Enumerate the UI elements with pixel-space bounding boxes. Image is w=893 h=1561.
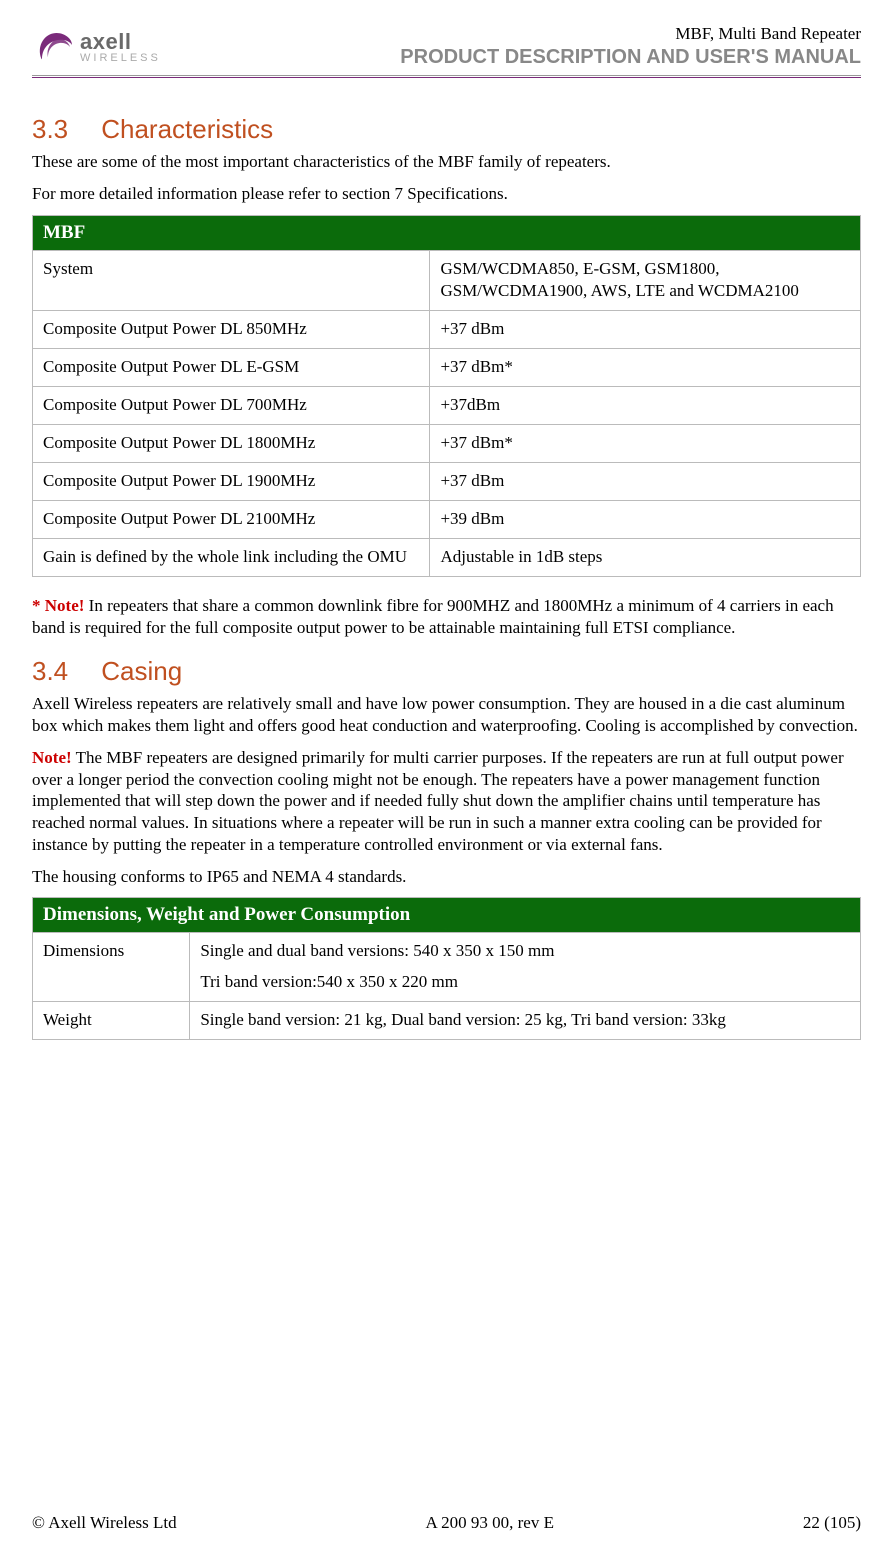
header-rule [32,77,861,78]
page-header: axell WIRELESS MBF, Multi Band Repeater … [32,24,861,76]
table-row: Dimensions Single and dual band versions… [33,933,861,1002]
cell-value: +37 dBm [430,311,861,349]
footer-right: 22 (105) [803,1513,861,1533]
cell-label: Composite Output Power DL 700MHz [33,387,430,425]
page-footer: © Axell Wireless Ltd A 200 93 00, rev E … [32,1513,861,1533]
cell-value: Single band version: 21 kg, Dual band ve… [190,1002,861,1040]
footer-center: A 200 93 00, rev E [426,1513,554,1533]
table-row: Gain is defined by the whole link includ… [33,539,861,577]
page-container: axell WIRELESS MBF, Multi Band Repeater … [0,0,893,1561]
cell-value: Single and dual band versions: 540 x 350… [190,933,861,1002]
table-row: Weight Single band version: 21 kg, Dual … [33,1002,861,1040]
cell-line: Single and dual band versions: 540 x 350… [200,940,850,963]
logo-main-text: axell [80,31,161,53]
cell-line: Tri band version:540 x 350 x 220 mm [200,971,850,994]
section-33-intro2: For more detailed information please ref… [32,183,861,205]
section-34-para3: The housing conforms to IP65 and NEMA 4 … [32,866,861,888]
logo-sub-text: WIRELESS [80,53,161,64]
logo-text: axell WIRELESS [80,31,161,64]
note-prefix: * Note! [32,596,84,615]
cell-label: Composite Output Power DL 850MHz [33,311,430,349]
cell-value: GSM/WCDMA850, E-GSM, GSM1800, GSM/WCDMA1… [430,250,861,311]
section-33-heading: 3.3 Characteristics [32,114,861,145]
cell-label: Weight [33,1002,190,1040]
cell-value: +37dBm [430,387,861,425]
section-34-heading: 3.4 Casing [32,656,861,687]
cell-label: System [33,250,430,311]
section-34-para1: Axell Wireless repeaters are relatively … [32,693,861,737]
table-row: Composite Output Power DL 850MHz+37 dBm [33,311,861,349]
cell-label: Composite Output Power DL 2100MHz [33,501,430,539]
table-header-row: MBF [33,215,861,250]
note-text: In repeaters that share a common downlin… [32,596,834,637]
table-row: Composite Output Power DL 700MHz+37dBm [33,387,861,425]
dimensions-table: Dimensions, Weight and Power Consumption… [32,897,861,1040]
cell-label: Composite Output Power DL E-GSM [33,349,430,387]
table-row: SystemGSM/WCDMA850, E-GSM, GSM1800, GSM/… [33,250,861,311]
table-row: Composite Output Power DL 1800MHz+37 dBm… [33,425,861,463]
note-text: The MBF repeaters are designed primarily… [32,748,844,854]
table-row: Composite Output Power DL 2100MHz+39 dBm [33,501,861,539]
axell-swirl-icon [32,25,76,69]
doc-title: MBF, Multi Band Repeater [400,24,861,44]
cell-value: +39 dBm [430,501,861,539]
section-33-note: * Note! In repeaters that share a common… [32,595,861,639]
section-33-title: Characteristics [101,114,273,144]
cell-label: Gain is defined by the whole link includ… [33,539,430,577]
section-34-title: Casing [101,656,182,686]
note-prefix: Note! [32,748,72,767]
section-33-num: 3.3 [32,114,94,145]
section-34-note: Note! The MBF repeaters are designed pri… [32,747,861,856]
cell-label: Composite Output Power DL 1800MHz [33,425,430,463]
dim-table-header: Dimensions, Weight and Power Consumption [33,898,861,933]
doc-subtitle: PRODUCT DESCRIPTION AND USER'S MANUAL [400,46,861,69]
mbf-table-header: MBF [33,215,861,250]
table-row: Composite Output Power DL E-GSM+37 dBm* [33,349,861,387]
cell-label: Dimensions [33,933,190,1002]
cell-value: +37 dBm* [430,425,861,463]
header-right: MBF, Multi Band Repeater PRODUCT DESCRIP… [400,24,861,69]
logo-block: axell WIRELESS [32,25,161,69]
cell-label: Composite Output Power DL 1900MHz [33,463,430,501]
mbf-table: MBF SystemGSM/WCDMA850, E-GSM, GSM1800, … [32,215,861,577]
cell-value: +37 dBm* [430,349,861,387]
table-header-row: Dimensions, Weight and Power Consumption [33,898,861,933]
table-row: Composite Output Power DL 1900MHz+37 dBm [33,463,861,501]
section-34-num: 3.4 [32,656,94,687]
footer-left: © Axell Wireless Ltd [32,1513,177,1533]
cell-value: +37 dBm [430,463,861,501]
cell-value: Adjustable in 1dB steps [430,539,861,577]
section-33-intro1: These are some of the most important cha… [32,151,861,173]
